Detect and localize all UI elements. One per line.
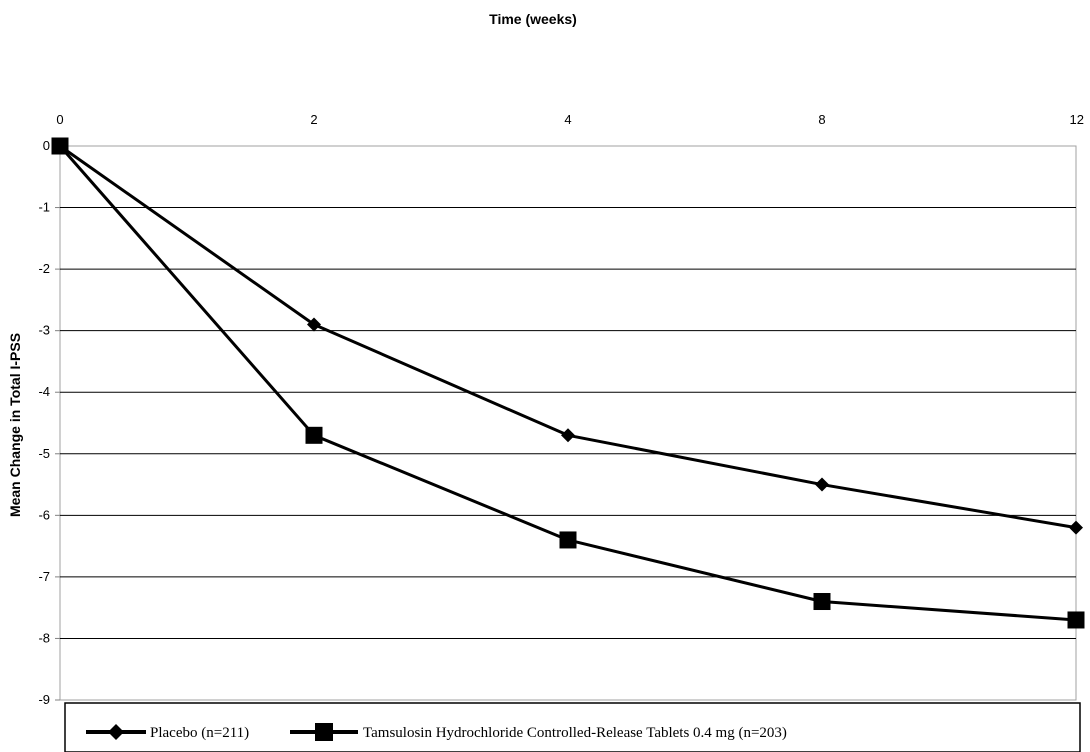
- legend-label-tamsulosin: Tamsulosin Hydrochloride Controlled-Rele…: [363, 725, 787, 741]
- x-axis-ticks: 0 2 4 8 12: [56, 112, 1084, 127]
- data-point-square: [813, 593, 831, 611]
- x-tick-label: 8: [818, 112, 825, 127]
- y-tick-label: -6: [38, 507, 50, 522]
- legend-marker-placebo: [108, 724, 124, 740]
- x-tick-label: 12: [1070, 112, 1084, 127]
- chart-title: Time (weeks): [489, 11, 577, 27]
- y-tick-label: -2: [38, 261, 50, 276]
- y-tick-label: -3: [38, 323, 50, 338]
- legend-marker-tamsulosin: [315, 723, 333, 741]
- y-axis-label: Mean Change in Total I-PSS: [7, 333, 23, 517]
- y-tick-label: -9: [38, 692, 50, 707]
- y-tick-label: -1: [38, 200, 50, 215]
- legend-label-placebo: Placebo (n=211): [150, 725, 249, 741]
- y-tick-label: -8: [38, 630, 50, 645]
- plot-area: [59, 145, 1077, 701]
- series-lines: [58, 144, 1077, 622]
- x-tick-label: 2: [310, 112, 317, 127]
- data-point-diamond: [561, 428, 575, 443]
- data-point-square: [305, 426, 323, 444]
- data-point-diamond: [307, 317, 321, 332]
- data-point-square: [51, 137, 69, 155]
- data-point-square: [559, 531, 577, 549]
- x-tick-label: 4: [564, 112, 571, 127]
- y-axis-ticks: 0 -1 -2 -3 -4 -5 -6 -7 -8 -9: [38, 138, 60, 707]
- y-tick-label: -5: [38, 446, 50, 461]
- gridlines: [60, 207, 1076, 639]
- series-line: [59, 144, 1077, 530]
- y-tick-label: -4: [38, 384, 50, 399]
- x-tick-label: 0: [56, 112, 63, 127]
- legend: Placebo (n=211) Tamsulosin Hydrochloride…: [64, 702, 1081, 752]
- legend-box: [64, 702, 1081, 752]
- data-point-square: [1067, 611, 1085, 629]
- y-tick-label: -7: [38, 569, 50, 584]
- data-point-diamond: [1069, 520, 1083, 535]
- data-point-diamond: [815, 477, 829, 492]
- series-markers: [51, 137, 1085, 629]
- y-tick-label: 0: [43, 138, 50, 153]
- series-line: [58, 145, 1077, 622]
